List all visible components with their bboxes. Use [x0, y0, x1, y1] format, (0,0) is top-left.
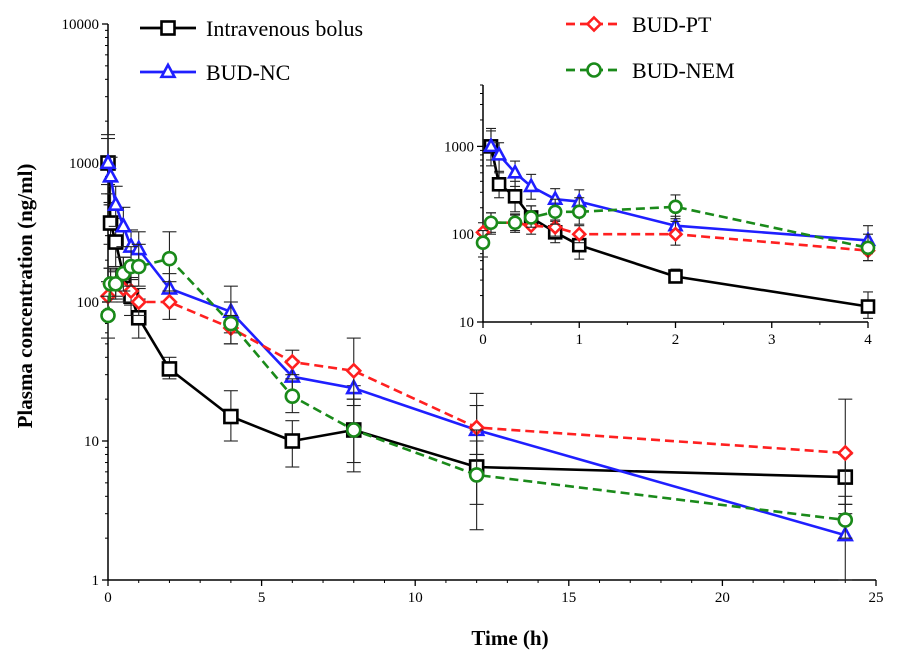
data-point	[523, 210, 539, 225]
data-point	[283, 353, 301, 371]
inset-series-bud-nem	[475, 194, 876, 262]
main-x-tick-label: 15	[561, 590, 576, 606]
data-point	[475, 235, 491, 250]
data-point	[506, 163, 524, 179]
data-point	[101, 166, 120, 183]
data-point	[99, 153, 117, 170]
inset-x-tick-label: 1	[576, 332, 584, 348]
main-y-tick-label: 10	[84, 434, 99, 450]
data-point	[284, 433, 301, 449]
legend-label: BUD-NEM	[632, 58, 735, 83]
inset-x-tick-label: 0	[479, 332, 487, 348]
data-point	[223, 408, 239, 425]
data-point	[122, 282, 140, 300]
legend-label: BUD-PT	[632, 12, 712, 37]
data-point	[667, 226, 684, 243]
data-point	[223, 315, 239, 332]
inset-y-tick-label: 10	[459, 315, 474, 331]
data-point	[345, 422, 362, 438]
legend-entry-intravenous-bolus: Intravenous bolus	[140, 16, 363, 41]
series-line	[481, 205, 869, 250]
data-point	[106, 194, 125, 212]
data-point	[468, 467, 485, 483]
legend: Intravenous bolus BUD-NC BUD-PT BUD-NEM	[140, 12, 735, 85]
legend-label: BUD-NC	[206, 60, 290, 85]
data-point	[130, 258, 147, 275]
data-point	[161, 250, 178, 267]
inset-y-tick-label: 1000	[444, 139, 474, 155]
inset-plot: 10 100 1000 0 1 2 3 4	[444, 84, 877, 348]
data-point	[482, 137, 500, 153]
main-x-tick-label: 0	[104, 590, 112, 606]
main-y-tick-label: 1000	[69, 156, 99, 172]
main-y-tick-label: 100	[77, 295, 100, 311]
data-point	[837, 512, 854, 528]
data-point	[522, 177, 540, 193]
data-point	[860, 299, 876, 314]
data-point	[102, 215, 119, 231]
data-point	[491, 176, 507, 192]
data-point	[161, 293, 178, 311]
legend-label: Intravenous bolus	[206, 16, 363, 41]
main-series-bud-nc	[99, 137, 854, 581]
data-point	[547, 204, 563, 220]
data-point	[100, 307, 116, 324]
main-x-tick-label: 25	[869, 590, 884, 606]
legend-swatch-marker	[159, 62, 177, 79]
main-y-tick-label: 1	[92, 573, 100, 589]
legend-entry-bud-nem: BUD-NEM	[566, 58, 735, 83]
main-x-tick-label: 5	[258, 590, 266, 606]
legend-entry-bud-pt: BUD-PT	[566, 12, 712, 37]
data-point	[571, 226, 588, 243]
main-x-tick-label: 10	[408, 590, 423, 606]
inset-x-tick-label: 3	[768, 332, 776, 348]
main-x-tick-label: 20	[715, 590, 730, 606]
data-point	[836, 444, 854, 462]
data-point	[860, 240, 876, 256]
data-point	[107, 234, 124, 250]
data-point	[345, 362, 363, 380]
y-axis-title: Plasma concentration (ng/ml)	[13, 164, 37, 429]
data-point	[284, 388, 301, 405]
legend-swatch-marker	[585, 15, 603, 33]
data-point	[507, 215, 523, 231]
main-series-bud-nem	[100, 231, 854, 539]
legend-entry-bud-nc: BUD-NC	[140, 60, 290, 85]
inset-x-tick-label: 2	[672, 332, 680, 348]
data-point	[161, 361, 178, 377]
main-y-tick-label: 10000	[62, 17, 100, 33]
legend-swatch-marker	[586, 62, 602, 78]
data-point	[130, 293, 148, 311]
data-point	[483, 215, 499, 231]
data-point	[507, 189, 523, 204]
inset-y-tick-label: 100	[452, 227, 475, 243]
data-point	[668, 199, 683, 215]
data-point	[114, 216, 133, 233]
inset-x-tick-label: 4	[864, 332, 872, 348]
data-point	[668, 269, 683, 284]
data-point	[490, 145, 508, 161]
data-point	[107, 276, 124, 292]
data-point	[571, 204, 587, 220]
legend-swatch-marker	[160, 20, 176, 36]
inset-series-intravenous-bolus	[483, 127, 876, 319]
x-axis-title: Time (h)	[471, 626, 548, 650]
